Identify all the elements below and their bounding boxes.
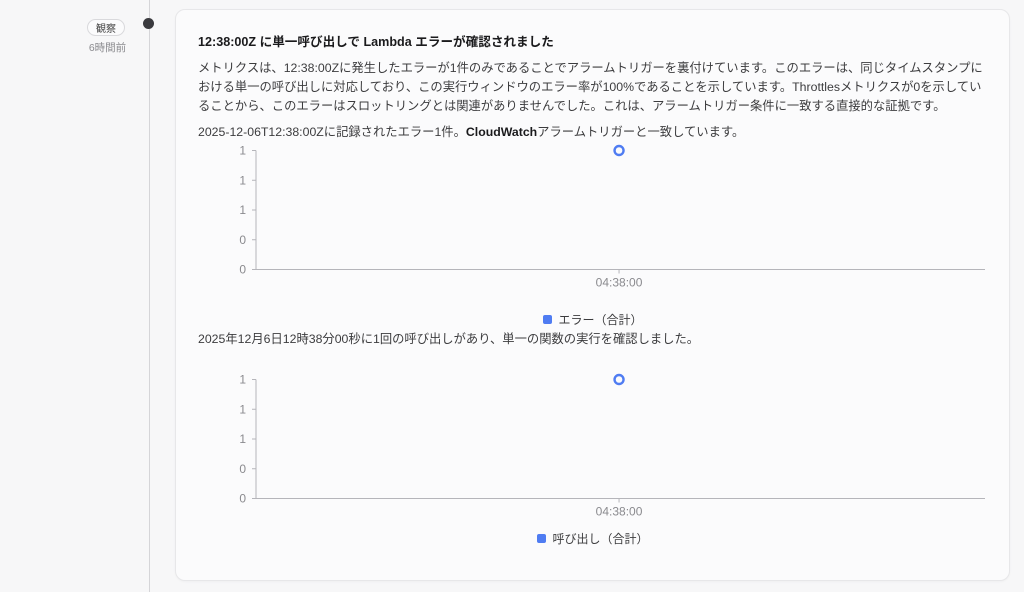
svg-text:1: 1: [239, 432, 246, 446]
svg-text:1: 1: [239, 373, 246, 387]
svg-text:0: 0: [239, 461, 246, 475]
svg-text:1: 1: [239, 203, 246, 217]
svg-text:1: 1: [239, 144, 246, 158]
svg-text:04:38:00: 04:38:00: [596, 275, 643, 289]
svg-text:0: 0: [239, 262, 246, 276]
svg-text:0: 0: [239, 232, 246, 246]
svg-text:0: 0: [239, 491, 246, 505]
svg-text:1: 1: [239, 173, 246, 187]
svg-text:1: 1: [239, 402, 246, 416]
svg-text:04:38:00: 04:38:00: [596, 504, 643, 518]
